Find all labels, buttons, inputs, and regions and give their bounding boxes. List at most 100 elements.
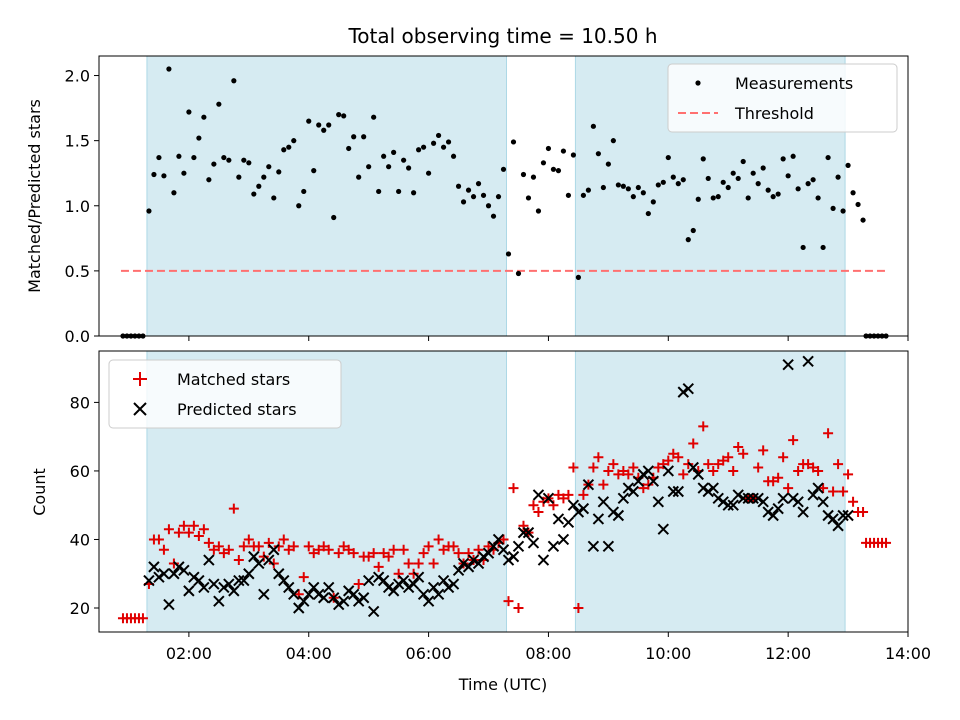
count-y-axis-label: Count bbox=[30, 468, 49, 516]
measurement-point bbox=[171, 190, 177, 196]
measurement-point bbox=[356, 174, 362, 180]
measurement-point bbox=[735, 175, 741, 182]
predicted-stars-point bbox=[392, 578, 405, 590]
count-legend: Matched stars Predicted stars bbox=[108, 359, 342, 429]
measurement-point bbox=[785, 173, 791, 179]
matched-stars-point bbox=[268, 558, 279, 569]
measurement-point bbox=[540, 160, 547, 166]
predicted-stars-point bbox=[707, 482, 719, 494]
measurement-point bbox=[181, 170, 187, 176]
matched-stars-point bbox=[813, 465, 824, 476]
predicted-stars-point bbox=[457, 557, 470, 570]
measurement-point bbox=[595, 151, 601, 157]
matched-stars-point bbox=[728, 465, 739, 476]
matched-stars-point bbox=[683, 459, 694, 470]
matched-stars-point bbox=[203, 537, 214, 548]
measurement-point bbox=[775, 191, 781, 197]
measurement-point bbox=[600, 184, 606, 191]
measurement-point bbox=[241, 157, 247, 163]
matched-stars-point bbox=[388, 544, 399, 555]
measurement-point bbox=[371, 114, 377, 120]
matched-stars-point bbox=[223, 544, 234, 555]
measurement-point bbox=[306, 118, 312, 124]
predicted-stars-point bbox=[797, 506, 809, 518]
predicted-stars-point bbox=[757, 496, 769, 508]
measurement-point bbox=[515, 270, 522, 277]
matched-stars-point bbox=[518, 520, 529, 531]
matched-stars-point bbox=[603, 465, 614, 476]
predicted-stars-point bbox=[337, 595, 350, 607]
matched-stars-point bbox=[698, 421, 709, 432]
predicted-stars-point bbox=[607, 506, 620, 518]
predicted-stars-point bbox=[163, 598, 175, 611]
matched-stars-point bbox=[258, 551, 269, 562]
measurement-point bbox=[440, 144, 447, 150]
predicted-stars-point bbox=[652, 496, 665, 508]
measurement-point bbox=[411, 190, 417, 196]
measurement-point bbox=[505, 251, 512, 257]
predicted-stars-point bbox=[397, 574, 410, 587]
predicted-stars-point bbox=[552, 513, 565, 525]
matched-stars-point bbox=[263, 537, 274, 548]
measurement-point bbox=[331, 214, 337, 221]
predicted-stars-point bbox=[792, 496, 804, 508]
measurement-point bbox=[460, 199, 467, 205]
matched-stars-point bbox=[843, 469, 854, 480]
matched-stars-point bbox=[508, 483, 519, 494]
matched-stars-point bbox=[753, 462, 764, 473]
matched-stars-point bbox=[628, 462, 639, 473]
measurement-point bbox=[146, 208, 152, 214]
predicted-stars-point bbox=[827, 513, 839, 525]
predicted-stars-point bbox=[228, 585, 240, 597]
measurement-point bbox=[790, 153, 796, 159]
measurement-point bbox=[665, 154, 671, 161]
predicted-stars-point bbox=[637, 468, 650, 481]
predicted-stars-point bbox=[507, 550, 520, 563]
matched-stars-point bbox=[183, 527, 194, 538]
measurement-point bbox=[296, 203, 302, 209]
predicted-stars-point bbox=[742, 492, 754, 505]
measurement-point bbox=[605, 161, 611, 167]
measurement-point bbox=[311, 168, 317, 174]
measurement-point bbox=[495, 194, 502, 200]
measurement-point bbox=[680, 177, 686, 183]
x-tick-label: 02:00 bbox=[166, 644, 212, 663]
y-tick-label: 0.0 bbox=[65, 327, 90, 346]
measurement-point bbox=[745, 195, 751, 201]
matched-stars-point bbox=[568, 462, 579, 473]
matched-stars-point bbox=[858, 507, 869, 518]
predicted-stars-point bbox=[153, 571, 165, 583]
measurement-point bbox=[151, 171, 157, 178]
measurement-point bbox=[485, 203, 492, 209]
predicted-stars-point bbox=[342, 585, 355, 597]
predicted-stars-point bbox=[557, 533, 570, 546]
predicted-stars-point bbox=[283, 581, 295, 594]
matched-stars-point bbox=[588, 462, 599, 473]
predicted-stars-point bbox=[203, 554, 215, 566]
predicted-stars-point bbox=[173, 561, 185, 573]
legend-matched-marker bbox=[133, 372, 147, 386]
matched-stars-point bbox=[238, 541, 249, 552]
predicted-stars-point bbox=[412, 571, 425, 583]
measurement-point bbox=[480, 192, 487, 198]
matched-stars-point bbox=[348, 548, 359, 559]
predicted-stars-point bbox=[178, 564, 190, 577]
predicted-stars-point bbox=[442, 581, 455, 594]
predicted-stars-point bbox=[308, 581, 320, 594]
predicted-stars-point bbox=[477, 550, 490, 563]
predicted-stars-point bbox=[837, 509, 849, 522]
measurement-point bbox=[490, 213, 497, 219]
measurement-point bbox=[580, 192, 587, 198]
predicted-stars-point bbox=[303, 588, 315, 601]
predicted-stars-point bbox=[288, 588, 300, 601]
predicted-stars-point bbox=[802, 355, 814, 367]
matched-stars-point bbox=[643, 479, 654, 490]
matched-stars-point bbox=[708, 465, 719, 476]
measurement-point bbox=[590, 123, 596, 129]
measurement-point bbox=[455, 183, 462, 189]
measurement-point bbox=[281, 147, 287, 153]
matched-stars-point bbox=[608, 459, 619, 470]
matched-stars-point bbox=[758, 445, 769, 456]
predicted-stars-point bbox=[672, 485, 684, 498]
matched-stars-point bbox=[838, 486, 849, 497]
